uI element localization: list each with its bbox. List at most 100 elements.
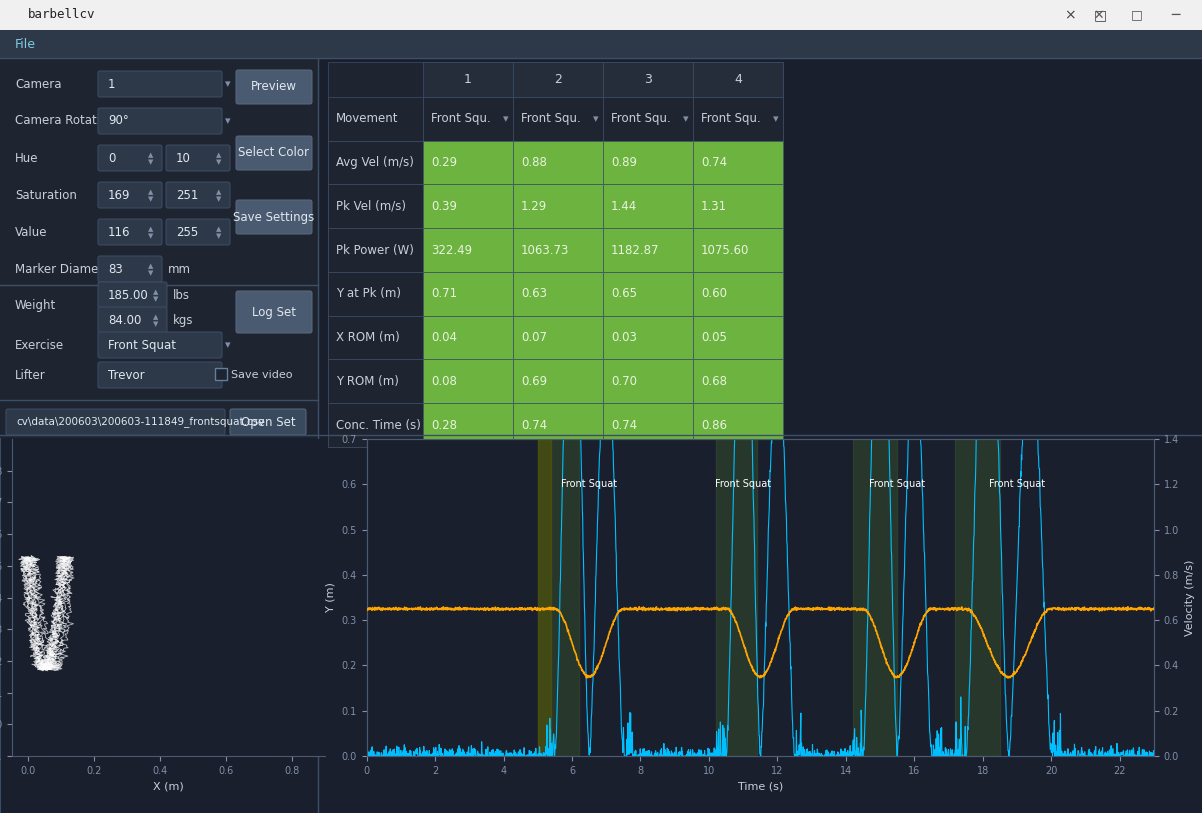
- Y-axis label: Y (m): Y (m): [326, 583, 335, 612]
- FancyBboxPatch shape: [423, 185, 513, 228]
- FancyBboxPatch shape: [328, 315, 423, 359]
- Text: Weight: Weight: [14, 298, 56, 311]
- Text: 0.05: 0.05: [701, 331, 727, 344]
- Text: 0.65: 0.65: [611, 287, 637, 300]
- Text: □: □: [1131, 8, 1143, 21]
- Text: 84.00: 84.00: [108, 314, 142, 327]
- Text: 1.31: 1.31: [701, 200, 727, 213]
- Text: ▲: ▲: [148, 189, 154, 195]
- FancyBboxPatch shape: [99, 282, 167, 308]
- FancyBboxPatch shape: [328, 97, 423, 141]
- Text: 0.07: 0.07: [520, 331, 547, 344]
- FancyBboxPatch shape: [99, 145, 162, 171]
- Text: Movement: Movement: [337, 112, 399, 125]
- Text: File: File: [14, 37, 36, 50]
- FancyBboxPatch shape: [603, 185, 694, 228]
- Text: Marker Diameter: Marker Diameter: [14, 263, 115, 276]
- Text: 0.89: 0.89: [611, 156, 637, 169]
- FancyBboxPatch shape: [423, 62, 513, 97]
- FancyBboxPatch shape: [236, 200, 313, 234]
- FancyBboxPatch shape: [6, 409, 225, 435]
- FancyBboxPatch shape: [423, 403, 513, 447]
- Text: Select Color: Select Color: [238, 146, 309, 159]
- FancyBboxPatch shape: [603, 141, 694, 185]
- FancyBboxPatch shape: [694, 403, 783, 447]
- Text: ▲: ▲: [153, 314, 159, 320]
- Text: Hue: Hue: [14, 151, 38, 164]
- Text: Value: Value: [14, 225, 48, 238]
- FancyBboxPatch shape: [99, 332, 222, 358]
- FancyBboxPatch shape: [236, 136, 313, 170]
- FancyBboxPatch shape: [513, 185, 603, 228]
- Text: Front Squ.: Front Squ.: [432, 112, 490, 125]
- FancyBboxPatch shape: [694, 141, 783, 185]
- Text: 0.03: 0.03: [611, 331, 637, 344]
- Text: Front Squ.: Front Squ.: [701, 112, 761, 125]
- FancyBboxPatch shape: [603, 315, 694, 359]
- Text: 1075.60: 1075.60: [701, 244, 749, 257]
- Text: ▼: ▼: [148, 270, 154, 276]
- FancyBboxPatch shape: [513, 315, 603, 359]
- Bar: [852, 439, 897, 756]
- Text: mm: mm: [168, 263, 191, 276]
- FancyBboxPatch shape: [99, 256, 162, 282]
- Text: ▾: ▾: [593, 114, 599, 124]
- Text: lbs: lbs: [173, 289, 190, 302]
- FancyBboxPatch shape: [694, 315, 783, 359]
- FancyBboxPatch shape: [166, 182, 230, 208]
- Text: ▾: ▾: [683, 114, 689, 124]
- Text: 0.08: 0.08: [432, 375, 457, 388]
- Text: ▼: ▼: [216, 196, 221, 202]
- Text: ▾: ▾: [225, 116, 231, 126]
- Text: Avg Vel (m/s): Avg Vel (m/s): [337, 156, 413, 169]
- FancyBboxPatch shape: [0, 30, 1202, 58]
- FancyBboxPatch shape: [423, 97, 513, 141]
- Text: Saturation: Saturation: [14, 189, 77, 202]
- FancyBboxPatch shape: [513, 359, 603, 403]
- Text: 0.74: 0.74: [520, 419, 547, 432]
- FancyBboxPatch shape: [0, 58, 319, 438]
- Text: 169: 169: [108, 189, 131, 202]
- FancyBboxPatch shape: [694, 359, 783, 403]
- FancyBboxPatch shape: [603, 228, 694, 272]
- Text: cv\data\200603\200603-111849_frontsquat.csv: cv\data\200603\200603-111849_frontsquat.…: [16, 416, 264, 428]
- Text: ▲: ▲: [216, 152, 221, 158]
- Text: 0.86: 0.86: [701, 419, 727, 432]
- Bar: [715, 439, 757, 756]
- Text: 0.71: 0.71: [432, 287, 457, 300]
- Text: Lifter: Lifter: [14, 368, 46, 381]
- Text: 0.70: 0.70: [611, 375, 637, 388]
- FancyBboxPatch shape: [328, 62, 783, 447]
- FancyBboxPatch shape: [513, 62, 603, 97]
- FancyBboxPatch shape: [236, 291, 313, 333]
- FancyBboxPatch shape: [166, 145, 230, 171]
- FancyBboxPatch shape: [99, 182, 162, 208]
- FancyBboxPatch shape: [694, 185, 783, 228]
- Text: 185.00: 185.00: [108, 289, 149, 302]
- FancyBboxPatch shape: [166, 219, 230, 245]
- FancyBboxPatch shape: [99, 108, 222, 134]
- FancyBboxPatch shape: [328, 403, 423, 447]
- FancyBboxPatch shape: [513, 403, 603, 447]
- Text: Log Set: Log Set: [252, 306, 296, 319]
- FancyBboxPatch shape: [513, 228, 603, 272]
- FancyBboxPatch shape: [215, 368, 227, 380]
- Text: 1.44: 1.44: [611, 200, 637, 213]
- FancyBboxPatch shape: [230, 409, 307, 435]
- Text: 0.39: 0.39: [432, 200, 457, 213]
- Text: 0.28: 0.28: [432, 419, 457, 432]
- FancyBboxPatch shape: [0, 435, 1202, 813]
- Bar: [537, 439, 579, 756]
- FancyBboxPatch shape: [603, 403, 694, 447]
- Text: 90°: 90°: [108, 115, 129, 128]
- Text: ▲: ▲: [216, 226, 221, 232]
- Bar: [537, 439, 552, 756]
- Text: barbellcv: barbellcv: [28, 8, 95, 21]
- Text: 2: 2: [554, 73, 563, 86]
- Text: ✕: ✕: [1094, 8, 1105, 21]
- Text: 116: 116: [108, 225, 131, 238]
- Text: ▾: ▾: [225, 79, 231, 89]
- Text: X ROM (m): X ROM (m): [337, 331, 400, 344]
- Text: Trevor: Trevor: [108, 368, 144, 381]
- Text: 0.63: 0.63: [520, 287, 547, 300]
